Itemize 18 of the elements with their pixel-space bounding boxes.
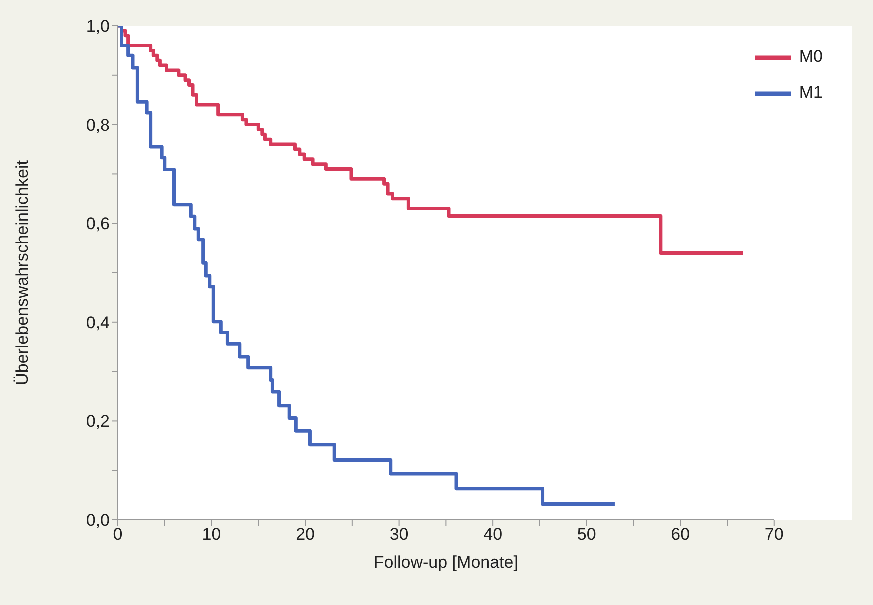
y-tick-label: 0,8 <box>86 116 110 135</box>
x-tick-label: 0 <box>113 525 123 544</box>
x-tick-label: 10 <box>202 525 222 544</box>
x-tick-label: 40 <box>484 525 503 544</box>
y-tick-label: 0,2 <box>86 412 110 432</box>
y-tick-label: 0,6 <box>86 214 110 234</box>
y-axis-title: Überlebenswahrscheinlichkeit <box>13 160 32 386</box>
y-tick-label: 0,0 <box>86 511 110 530</box>
x-tick-label: 20 <box>296 525 315 544</box>
y-tick-label: 1,0 <box>86 17 110 36</box>
x-axis-title: Follow-up [Monate] <box>374 553 518 572</box>
x-tick-label: 60 <box>671 525 690 544</box>
y-tick-label: 0,4 <box>86 313 110 332</box>
x-tick-label: 70 <box>764 525 784 544</box>
x-tick-label: 30 <box>390 525 409 544</box>
x-tick-label: 50 <box>577 525 596 544</box>
legend-label: M1 <box>799 83 823 102</box>
legend-label: M0 <box>799 47 823 66</box>
